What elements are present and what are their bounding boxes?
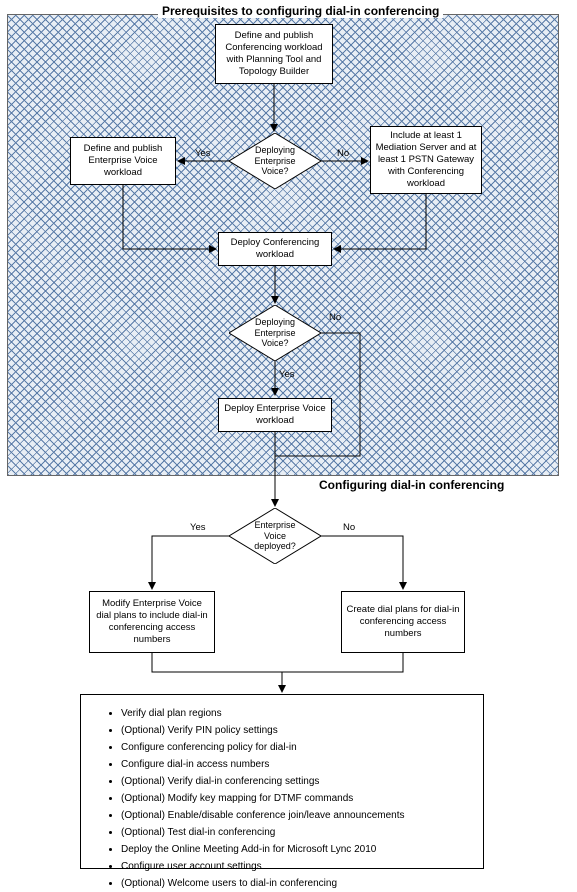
decision-deploying-ev-2: Deploying Enterprise Voice? bbox=[229, 305, 321, 361]
config-title: Configuring dial-in conferencing bbox=[315, 478, 508, 492]
decision-label: Deploying Enterprise Voice? bbox=[229, 305, 321, 361]
list-item: (Optional) Verify PIN policy settings bbox=[121, 722, 473, 739]
list-item: (Optional) Modify key mapping for DTMF c… bbox=[121, 790, 473, 807]
edge-label-yes: Yes bbox=[195, 148, 211, 159]
list-item: Verify dial plan regions bbox=[121, 705, 473, 722]
steps-list: Verify dial plan regions (Optional) Veri… bbox=[111, 705, 473, 892]
decision-label: Enterprise Voice deployed? bbox=[229, 508, 321, 564]
list-item: (Optional) Enable/disable conference joi… bbox=[121, 807, 473, 824]
list-item: (Optional) Welcome users to dial-in conf… bbox=[121, 875, 473, 892]
node-deploy-conf-workload: Deploy Conferencing workload bbox=[218, 232, 332, 266]
edge-label-yes: Yes bbox=[190, 522, 206, 533]
flowchart-canvas: Prerequisites to configuring dial-in con… bbox=[0, 0, 577, 874]
node-include-mediation: Include at least 1 Mediation Server and … bbox=[370, 126, 482, 194]
node-define-conf-workload: Define and publish Conferencing workload… bbox=[215, 24, 333, 84]
node-deploy-ev-workload: Deploy Enterprise Voice workload bbox=[218, 398, 332, 432]
list-item: Configure conferencing policy for dial-i… bbox=[121, 739, 473, 756]
decision-ev-deployed: Enterprise Voice deployed? bbox=[229, 508, 321, 564]
steps-box: Verify dial plan regions (Optional) Veri… bbox=[80, 694, 484, 869]
node-modify-dial-plans: Modify Enterprise Voice dial plans to in… bbox=[89, 591, 215, 653]
list-item: (Optional) Test dial-in conferencing bbox=[121, 824, 473, 841]
list-item: Deploy the Online Meeting Add-in for Mic… bbox=[121, 841, 473, 858]
edge-label-no: No bbox=[343, 522, 355, 533]
prereq-title: Prerequisites to configuring dial-in con… bbox=[158, 4, 443, 18]
edge-label-no: No bbox=[329, 312, 341, 323]
list-item: (Optional) Verify dial-in conferencing s… bbox=[121, 773, 473, 790]
list-item: Configure dial-in access numbers bbox=[121, 756, 473, 773]
node-define-ev-workload: Define and publish Enterprise Voice work… bbox=[70, 137, 176, 185]
edge-label-no: No bbox=[337, 148, 349, 159]
decision-deploying-ev-1: Deploying Enterprise Voice? bbox=[229, 133, 321, 189]
list-item: Configure user account settings bbox=[121, 858, 473, 875]
edge-label-yes: Yes bbox=[279, 369, 295, 380]
decision-label: Deploying Enterprise Voice? bbox=[229, 133, 321, 189]
node-create-dial-plans: Create dial plans for dial-in conferenci… bbox=[341, 591, 465, 653]
